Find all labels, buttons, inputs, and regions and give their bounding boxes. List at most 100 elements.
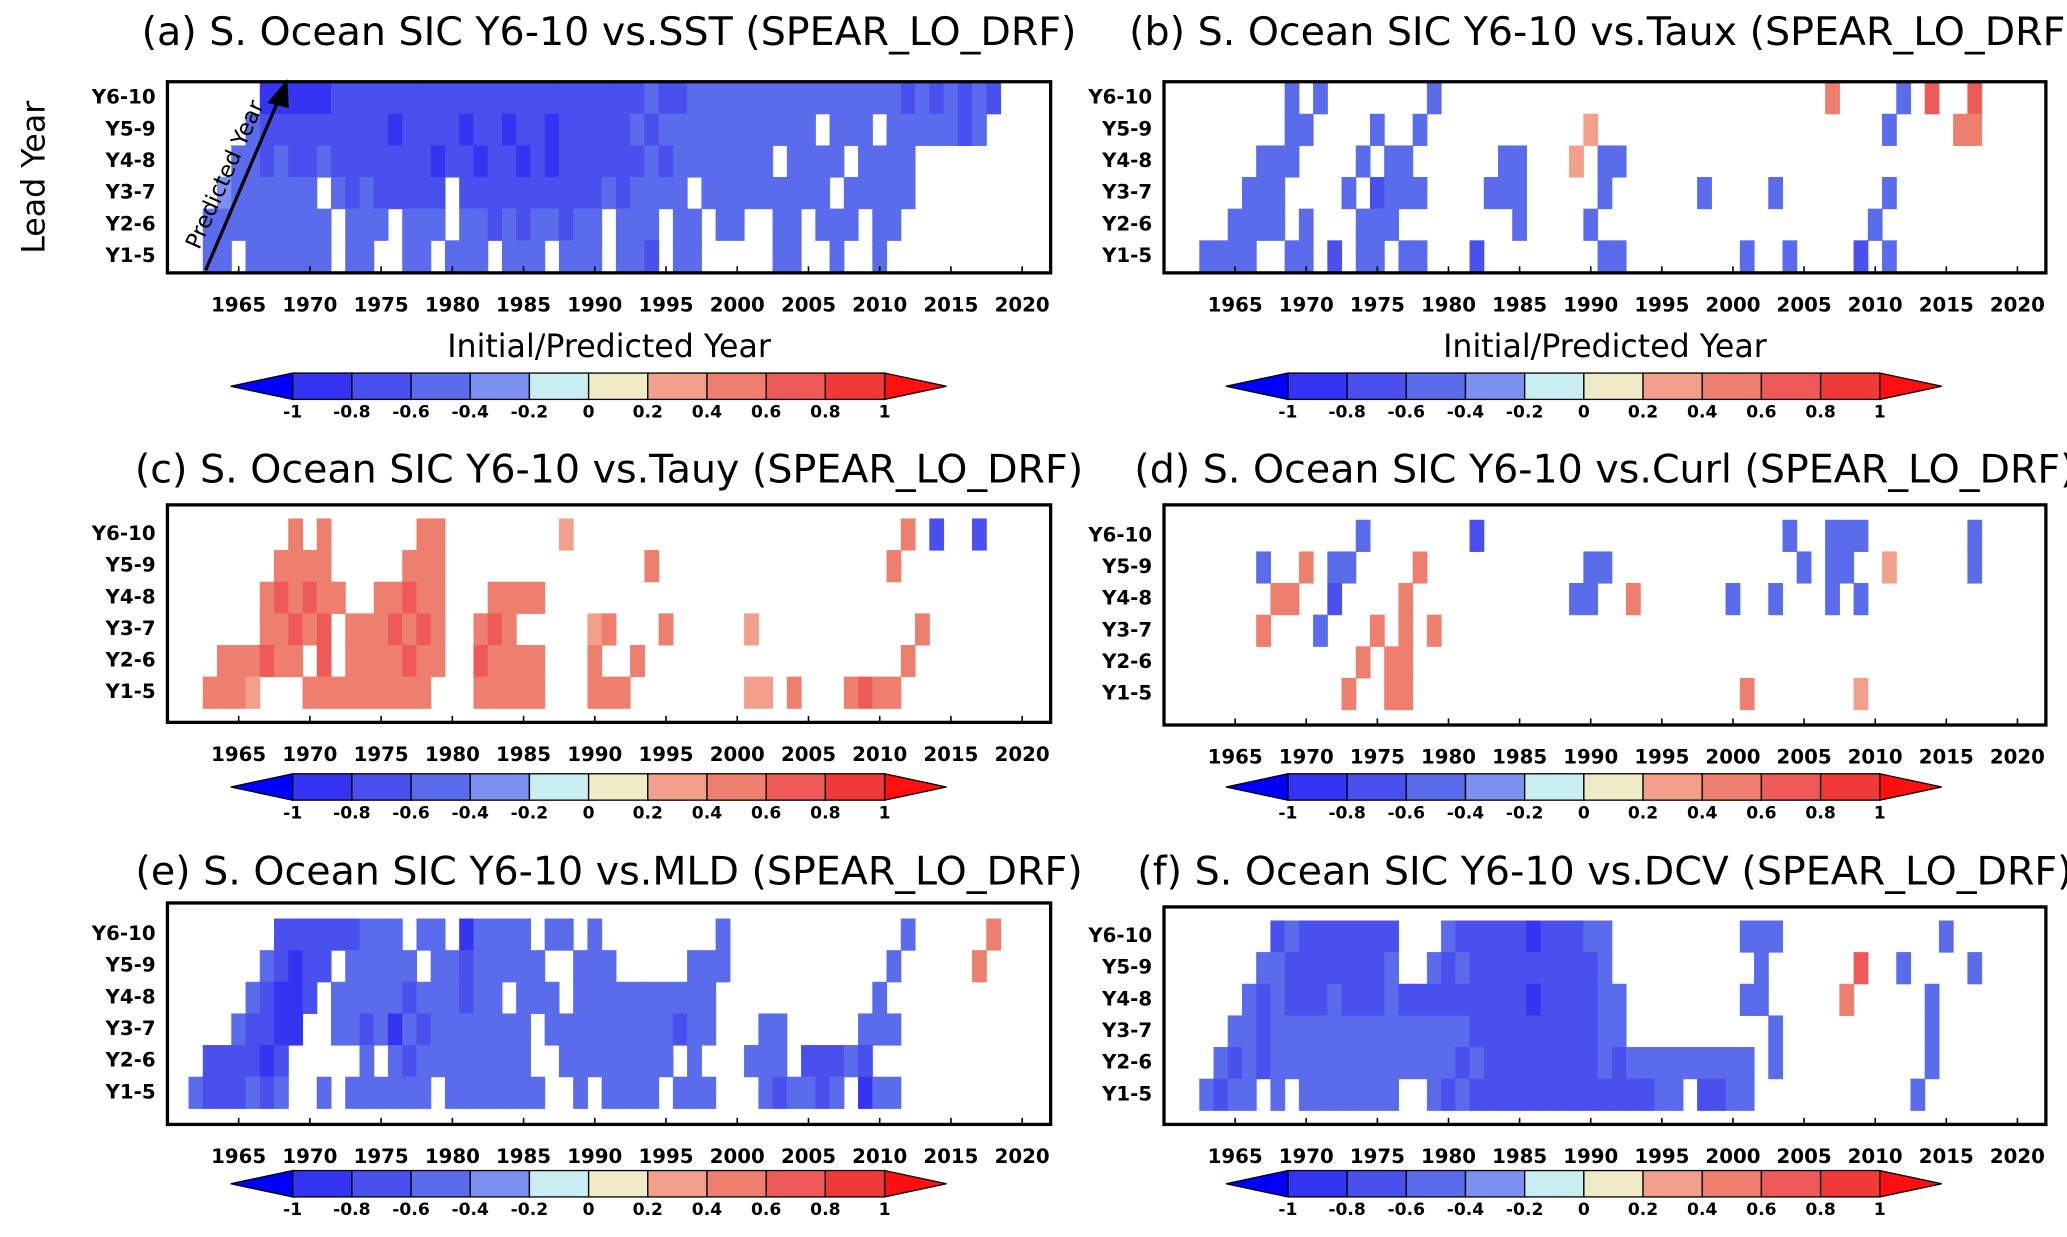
cell (1384, 920, 1399, 953)
cell (1640, 1078, 1655, 1111)
x-tick-label: 1970 (282, 743, 337, 766)
cell (587, 981, 603, 1014)
colorbar-tick-label: 1 (879, 403, 891, 423)
cell (316, 918, 332, 951)
cell (1967, 82, 1983, 115)
cell (544, 82, 560, 115)
y-tick-label: Y3-7 (105, 181, 156, 204)
cell (815, 145, 831, 178)
cell (516, 1045, 531, 1078)
cell (558, 113, 574, 146)
cell (644, 82, 660, 115)
cell (715, 145, 731, 178)
x-tick-label: 1975 (1350, 1145, 1405, 1168)
y-tick-label: Y5-9 (105, 954, 156, 977)
cell (544, 1013, 560, 1046)
colorbar-segment (1583, 372, 1644, 401)
cell (302, 918, 318, 951)
x-tick-label: 2000 (1705, 293, 1760, 316)
cell (1270, 145, 1286, 178)
cell (288, 113, 304, 146)
cell (1583, 551, 1599, 584)
cell (1355, 983, 1371, 1016)
cell (972, 518, 987, 551)
x-tick-label: 1995 (639, 743, 694, 766)
cell (630, 240, 645, 273)
cell (359, 82, 375, 115)
cell (1697, 1047, 1712, 1080)
panel: (c) S. Ocean SIC Y6-10 vs.Tauy (SPEAR_LO… (91, 446, 1083, 823)
cell (587, 644, 603, 678)
x-tick-label: 1965 (211, 293, 266, 316)
cell (1483, 952, 1499, 985)
cell (900, 518, 916, 551)
y-tick-label: Y2-6 (1101, 650, 1152, 673)
cell (1341, 1078, 1357, 1111)
cell (1441, 952, 1456, 985)
cell (444, 1013, 460, 1046)
colorbar-tick-label: 1 (1874, 803, 1886, 823)
x-tick-label: 1995 (639, 1145, 694, 1168)
cell (1298, 551, 1314, 584)
cell (886, 177, 902, 210)
cell (1754, 920, 1769, 953)
cell (1341, 177, 1357, 210)
colorbar-tick-label: -1 (283, 403, 302, 423)
cell (1398, 1015, 1414, 1048)
cell (373, 82, 389, 115)
cell (587, 613, 603, 646)
cell (687, 950, 702, 983)
cell (316, 145, 332, 178)
cell (202, 676, 218, 709)
cell (302, 581, 318, 614)
cell (274, 1013, 289, 1046)
colorbar-segment (706, 1169, 767, 1198)
cell (1270, 177, 1286, 210)
x-tick-label: 2015 (1919, 293, 1974, 316)
cell (188, 1076, 204, 1109)
cell (886, 950, 902, 983)
colorbar-tick-label: 0.6 (1746, 1200, 1776, 1220)
cell (288, 1013, 304, 1046)
cell (387, 1013, 403, 1046)
cell (843, 82, 859, 115)
cell (801, 113, 816, 146)
cell (359, 177, 375, 210)
cell (786, 208, 802, 241)
cell (245, 644, 261, 678)
cell (1199, 240, 1215, 273)
cell (672, 145, 688, 178)
cell (359, 918, 375, 951)
cell (302, 145, 318, 178)
colorbar-tick-label: 0.8 (810, 403, 840, 423)
cell (1384, 646, 1399, 679)
cell (274, 1045, 289, 1078)
colorbar-segment (824, 1169, 886, 1198)
cell (444, 113, 460, 146)
cell (430, 145, 446, 178)
cell (288, 644, 304, 678)
cell (829, 1076, 845, 1109)
cell (530, 113, 546, 146)
x-tick-label: 2000 (710, 743, 765, 766)
colorbar-segment (292, 372, 353, 401)
colorbar-segment (292, 1169, 353, 1198)
colorbar-tick-label: 1 (1874, 1200, 1886, 1220)
cell (1825, 82, 1840, 115)
cell (672, 981, 688, 1014)
cell (430, 82, 446, 115)
cell (658, 1013, 674, 1046)
cell (587, 676, 603, 709)
cell (274, 177, 289, 210)
cell (972, 113, 987, 146)
cell (1526, 1078, 1542, 1111)
cell (1469, 952, 1485, 985)
cell (615, 1045, 631, 1078)
arrow-head (267, 79, 289, 109)
cell (217, 1045, 232, 1078)
cell (402, 82, 417, 115)
cell (1384, 952, 1399, 985)
cell (516, 145, 531, 178)
cell (1583, 1078, 1599, 1111)
colorbar-tick-label: 0.8 (1805, 1200, 1835, 1220)
